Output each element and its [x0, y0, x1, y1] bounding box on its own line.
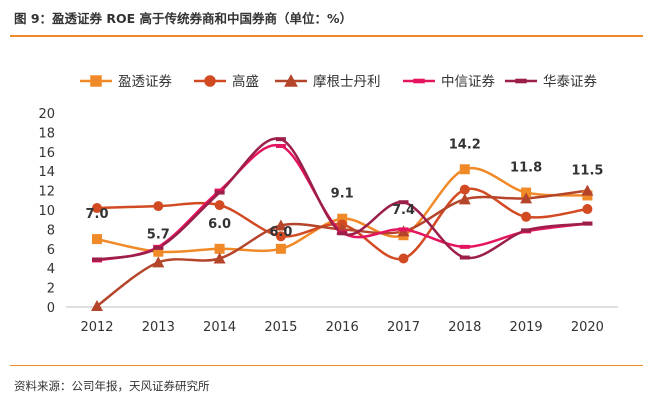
x-tick-label: 2018 — [448, 320, 481, 335]
data-point — [521, 228, 532, 233]
data-point — [275, 137, 286, 142]
x-tick-label: 2013 — [142, 320, 175, 335]
data-point — [582, 221, 593, 226]
data-point — [458, 193, 471, 205]
y-tick-label: 4 — [47, 262, 55, 277]
figure-title: 图 9：盈透证券 ROE 高于传统券商和中国券商（单位：%） — [14, 11, 353, 26]
data-point — [92, 257, 102, 262]
data-point — [152, 256, 165, 268]
data-point — [214, 200, 225, 211]
data-label: 7.0 — [85, 207, 108, 222]
data-point — [398, 227, 409, 232]
y-tick-label: 10 — [38, 204, 55, 219]
y-tick-label: 2 — [47, 282, 55, 297]
series-lines — [96, 137, 588, 308]
data-point — [398, 253, 409, 264]
series-line — [96, 187, 588, 261]
legend-label: 华泰证券 — [543, 74, 597, 90]
data-point — [91, 300, 103, 312]
y-tick-label: 6 — [47, 243, 55, 258]
data-label: 11.8 — [510, 161, 542, 176]
data-label: 5.7 — [147, 228, 170, 243]
data-point — [337, 213, 348, 224]
data-labels: 7.0 5.7 6.0 6.0 9.1 7.4 14.2 11.8 11.5 — [85, 137, 603, 242]
data-point — [153, 246, 164, 257]
legend-marker — [204, 75, 216, 87]
x-tick-label: 2014 — [203, 320, 236, 335]
data-point — [275, 143, 286, 148]
source-note: 资料来源：公司年报，天风证券研究所 — [14, 379, 210, 393]
legend-marker — [515, 78, 527, 84]
legend-marker — [284, 74, 298, 87]
y-tick-label: 0 — [47, 301, 55, 316]
legend-label: 中信证券 — [441, 74, 495, 90]
y-tick-label: 20 — [38, 107, 55, 122]
x-tick-label: 2017 — [387, 320, 420, 335]
series-markers — [91, 137, 594, 312]
y-tick-label: 8 — [47, 223, 55, 238]
y-tick-label: 12 — [38, 185, 55, 200]
data-label: 6.0 — [269, 225, 292, 240]
series-line — [96, 137, 588, 261]
y-tick-label: 18 — [38, 126, 55, 141]
y-tick-label: 14 — [38, 165, 55, 180]
data-point — [398, 200, 409, 205]
data-point — [214, 243, 225, 254]
legend-item: 摩根士丹利 — [275, 73, 381, 90]
legend-item: 高盛 — [194, 73, 259, 90]
data-point — [214, 190, 225, 195]
data-point — [521, 211, 532, 222]
y-tick-label: 16 — [38, 146, 55, 161]
legend-item: 华泰证券 — [505, 74, 597, 90]
data-label: 6.0 — [208, 217, 231, 232]
data-point — [92, 234, 102, 245]
data-point — [275, 243, 286, 254]
axes: 0 2 4 6 8 10 12 14 16 18 20 2012 2013 2014 2015 2016 201… — [38, 107, 618, 335]
legend-item: 盈透证券 — [80, 74, 172, 90]
data-point — [459, 164, 470, 175]
data-label: 7.4 — [392, 203, 415, 218]
data-point — [581, 184, 594, 196]
data-point — [153, 245, 164, 250]
legend-label: 高盛 — [232, 73, 259, 90]
data-point — [92, 203, 102, 214]
data-point — [582, 204, 593, 215]
x-tick-label: 2016 — [326, 320, 359, 335]
data-label: 9.1 — [331, 187, 354, 202]
data-point — [153, 201, 164, 212]
x-tick-label: 2015 — [264, 320, 297, 335]
data-label: 14.2 — [449, 137, 481, 152]
x-tick-label: 2019 — [510, 320, 543, 335]
data-point — [337, 231, 348, 236]
data-point — [213, 252, 226, 264]
legend-label: 摩根士丹利 — [313, 73, 381, 90]
top-divider — [10, 35, 643, 37]
data-point — [459, 184, 470, 195]
series-line — [96, 189, 588, 308]
legend-marker — [90, 75, 102, 87]
x-tick-label: 2020 — [571, 320, 604, 335]
data-point — [459, 244, 470, 249]
data-point — [274, 219, 287, 231]
data-point — [520, 192, 533, 204]
x-tick-label: 2012 — [80, 320, 113, 335]
data-label: 11.5 — [571, 163, 603, 178]
legend-marker — [413, 78, 425, 84]
legend: 盈透证券 高盛 摩根士丹利 中信证券 华泰证券 — [80, 73, 597, 90]
bottom-divider — [10, 365, 643, 366]
legend-item: 中信证券 — [403, 74, 495, 90]
legend-label: 盈透证券 — [118, 74, 172, 90]
data-point — [459, 255, 470, 260]
data-point — [275, 231, 286, 242]
